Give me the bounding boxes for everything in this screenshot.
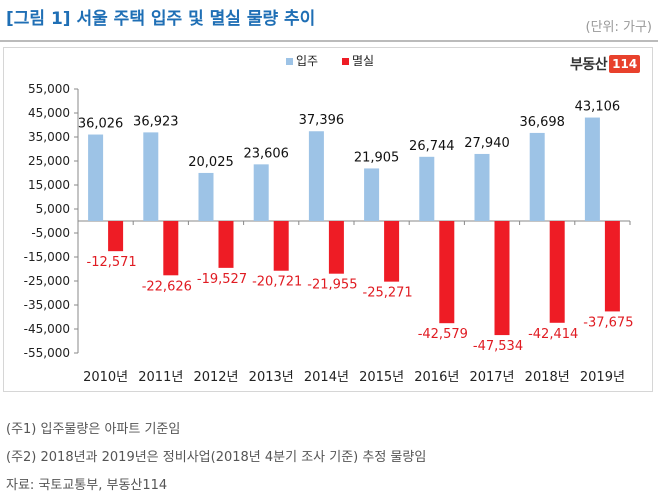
x-tick-label: 2019년 (580, 370, 625, 385)
data-label-demolition: -25,271 (363, 286, 413, 301)
data-label-demolition: -22,626 (142, 279, 192, 294)
bar-demolition (108, 221, 124, 252)
bar-demolition (549, 221, 565, 323)
data-label-move-in: 20,025 (188, 155, 234, 170)
bar-demolition (218, 221, 234, 268)
bar-demolition (163, 221, 179, 276)
footnote-1: (주1) 입주물량은 아파트 기준임 (6, 422, 181, 437)
x-tick-label: 2013년 (249, 370, 294, 385)
data-label-demolition: -20,721 (252, 275, 302, 290)
bar-move-in (143, 132, 159, 221)
bar-demolition (494, 221, 510, 336)
y-tick-label: 35,000 (28, 130, 70, 144)
source-note: 자료: 국토교통부, 부동산114 (6, 478, 168, 493)
data-label-demolition: -42,579 (418, 327, 468, 342)
bar-move-in (419, 156, 435, 221)
data-label-move-in: 27,940 (464, 136, 510, 151)
y-tick-label: 55,000 (28, 82, 70, 96)
y-tick-label: -45,000 (24, 322, 70, 336)
y-tick-label: 15,000 (28, 178, 70, 192)
brand-logo-number: 114 (609, 55, 641, 73)
data-label-demolition: -21,955 (307, 278, 357, 293)
x-tick-label: 2015년 (359, 370, 404, 385)
data-label-demolition: -37,675 (583, 315, 633, 330)
y-tick-label: -55,000 (24, 346, 70, 360)
y-tick-label: -25,000 (24, 274, 70, 288)
bar-move-in (253, 164, 269, 221)
bar-move-in (198, 172, 214, 221)
x-tick-label: 2018년 (525, 370, 570, 385)
data-label-move-in: 21,905 (354, 150, 400, 165)
data-label-move-in: 37,396 (299, 113, 345, 128)
data-label-move-in: 36,026 (78, 117, 124, 132)
data-label-demolition: -42,414 (528, 327, 578, 342)
x-tick-label: 2011년 (138, 370, 183, 385)
x-tick-label: 2012년 (193, 370, 238, 385)
y-tick-label: 25,000 (28, 154, 70, 168)
bar-demolition (384, 221, 400, 282)
legend-label-demolition: 멸실 (352, 54, 374, 68)
bar-chart: 55,000 45,000 35,000 25,000 15,000 5,000 -5,00… (24, 54, 634, 385)
y-tick-label: -15,000 (24, 250, 70, 264)
data-label-move-in: 43,106 (575, 100, 621, 115)
y-tick-label: -35,000 (24, 298, 70, 312)
data-label-move-in: 36,923 (133, 114, 179, 129)
y-tick-label: -5,000 (31, 226, 70, 240)
data-label-move-in: 36,698 (519, 115, 565, 130)
footnote-2: (주2) 2018년과 2019년은 정비사업(2018년 4분기 조사 기준)… (6, 450, 427, 465)
bar-demolition (273, 221, 289, 271)
bar-move-in (308, 131, 324, 221)
bar-demolition (439, 221, 455, 324)
x-tick-label: 2016년 (414, 370, 459, 385)
data-label-demolition: -19,527 (197, 272, 247, 287)
data-label-move-in: 23,606 (243, 146, 289, 161)
y-tick-label: 5,000 (36, 202, 70, 216)
legend-swatch-move-in (286, 58, 293, 65)
brand-logo-text: 부동산 (570, 57, 608, 73)
bar-demolition (328, 221, 344, 274)
bar-move-in (529, 132, 545, 221)
legend-swatch-demolition (342, 58, 349, 65)
x-tick-label: 2010년 (83, 370, 128, 385)
bar-move-in (88, 134, 104, 221)
bar-move-in (474, 153, 490, 221)
title-divider (0, 40, 658, 42)
bar-move-in (364, 168, 380, 221)
data-label-demolition: -12,571 (87, 255, 137, 270)
chart-title: [그림 1] 서울 주택 입주 및 멸실 물량 추이 (6, 9, 316, 29)
bar-demolition (604, 221, 620, 312)
x-tick-label: 2014년 (304, 370, 349, 385)
unit-label: (단위: 가구) (585, 20, 653, 35)
brand-logo: 부동산 114 (570, 53, 641, 75)
bar-move-in (584, 117, 600, 221)
legend-label-move-in: 입주 (296, 54, 318, 68)
y-tick-label: 45,000 (28, 106, 70, 120)
x-tick-label: 2017년 (469, 370, 514, 385)
data-label-move-in: 26,744 (409, 139, 455, 154)
data-label-demolition: -47,534 (473, 339, 523, 354)
